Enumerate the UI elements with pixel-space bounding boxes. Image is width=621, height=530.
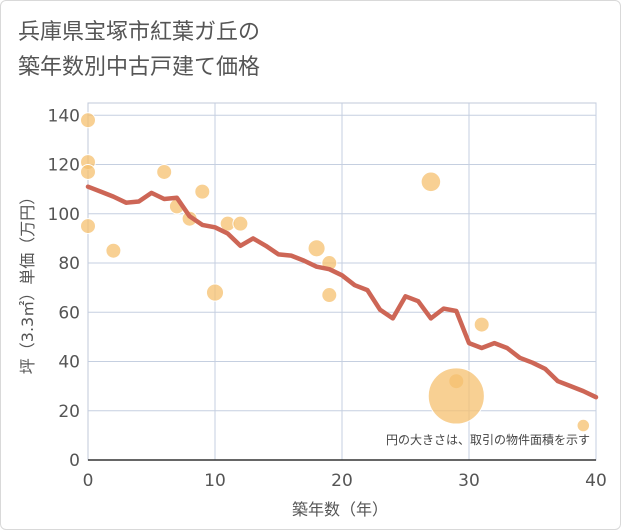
y-tick-label: 20 (58, 402, 80, 422)
bubble-point (427, 367, 485, 425)
bubble-size-note: 円の大きさは、取引の物件面積を示す (386, 432, 590, 447)
y-tick-label: 80 (58, 254, 80, 274)
bubble-point (105, 242, 122, 259)
x-tick-label: 30 (458, 471, 480, 491)
y-tick-label: 0 (69, 451, 80, 471)
bubble-point (205, 283, 225, 302)
bubble-point (307, 239, 326, 258)
y-tick-label: 120 (48, 156, 80, 176)
bubble-point (80, 163, 96, 180)
y-tick-label: 40 (58, 353, 80, 373)
x-tick-label: 40 (585, 471, 607, 491)
bubble-point (232, 215, 249, 232)
bubble-point (473, 316, 490, 333)
y-tick-label: 60 (58, 303, 80, 323)
y-tick-label: 100 (48, 205, 80, 225)
bubble-point (194, 183, 211, 200)
chart-title-line-1: 兵庫県宝塚市紅葉ガ丘の (18, 20, 261, 45)
y-tick-label: 140 (48, 106, 80, 126)
bubble-point (80, 112, 96, 129)
x-tick-label: 10 (204, 471, 226, 491)
bubble-point (321, 287, 338, 304)
bubble-point (576, 418, 591, 433)
x-axis-label: 築年数（年） (292, 500, 388, 519)
bubble-point (156, 163, 173, 180)
chart-title: 兵庫県宝塚市紅葉ガ丘の 築年数別中古戸建て価格 (18, 15, 260, 85)
x-tick-label: 20 (331, 471, 353, 491)
x-tick-label: 0 (83, 471, 94, 491)
bubble-point (420, 171, 442, 193)
y-axis-label: 坪（3.3㎡）単価（万円） (18, 189, 37, 374)
trend-line (85, 184, 599, 400)
chart-title-line-2: 築年数別中古戸建て価格 (18, 55, 261, 80)
bubble-point (80, 218, 96, 235)
